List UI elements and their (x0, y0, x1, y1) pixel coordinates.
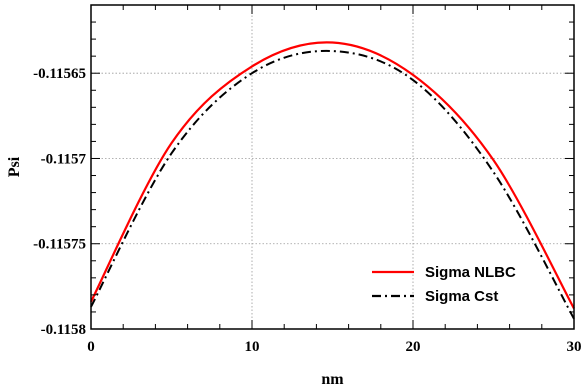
x-axis-title: nm (321, 371, 344, 388)
plot-frame (90, 4, 575, 330)
x-tick-labels: 0 10 20 30 (87, 339, 581, 355)
series-line-sigma-nlbc (90, 41, 575, 310)
x-tick-label: 30 (567, 339, 582, 355)
x-tick-label: 10 (245, 339, 260, 355)
y-axis-title: Psi (6, 156, 23, 177)
axis-ticks (90, 4, 575, 330)
legend-label-sigma-nlbc: Sigma NLBC (425, 264, 516, 281)
plot-series (90, 41, 575, 320)
x-tick-label: 0 (87, 339, 95, 355)
y-tick-label: -0.11575 (33, 237, 86, 253)
y-tick-labels: -0.11565 -0.1157 -0.11575 -0.1158 (33, 66, 86, 338)
legend-label-sigma-cst: Sigma Cst (425, 288, 498, 305)
series-line-sigma-cst (90, 49, 575, 320)
y-tick-label: -0.11565 (33, 66, 86, 82)
x-tick-label: 20 (406, 339, 421, 355)
y-tick-label: -0.1157 (41, 151, 87, 167)
legend: Sigma NLBC Sigma Cst (372, 264, 516, 305)
y-tick-label: -0.1158 (41, 322, 86, 338)
